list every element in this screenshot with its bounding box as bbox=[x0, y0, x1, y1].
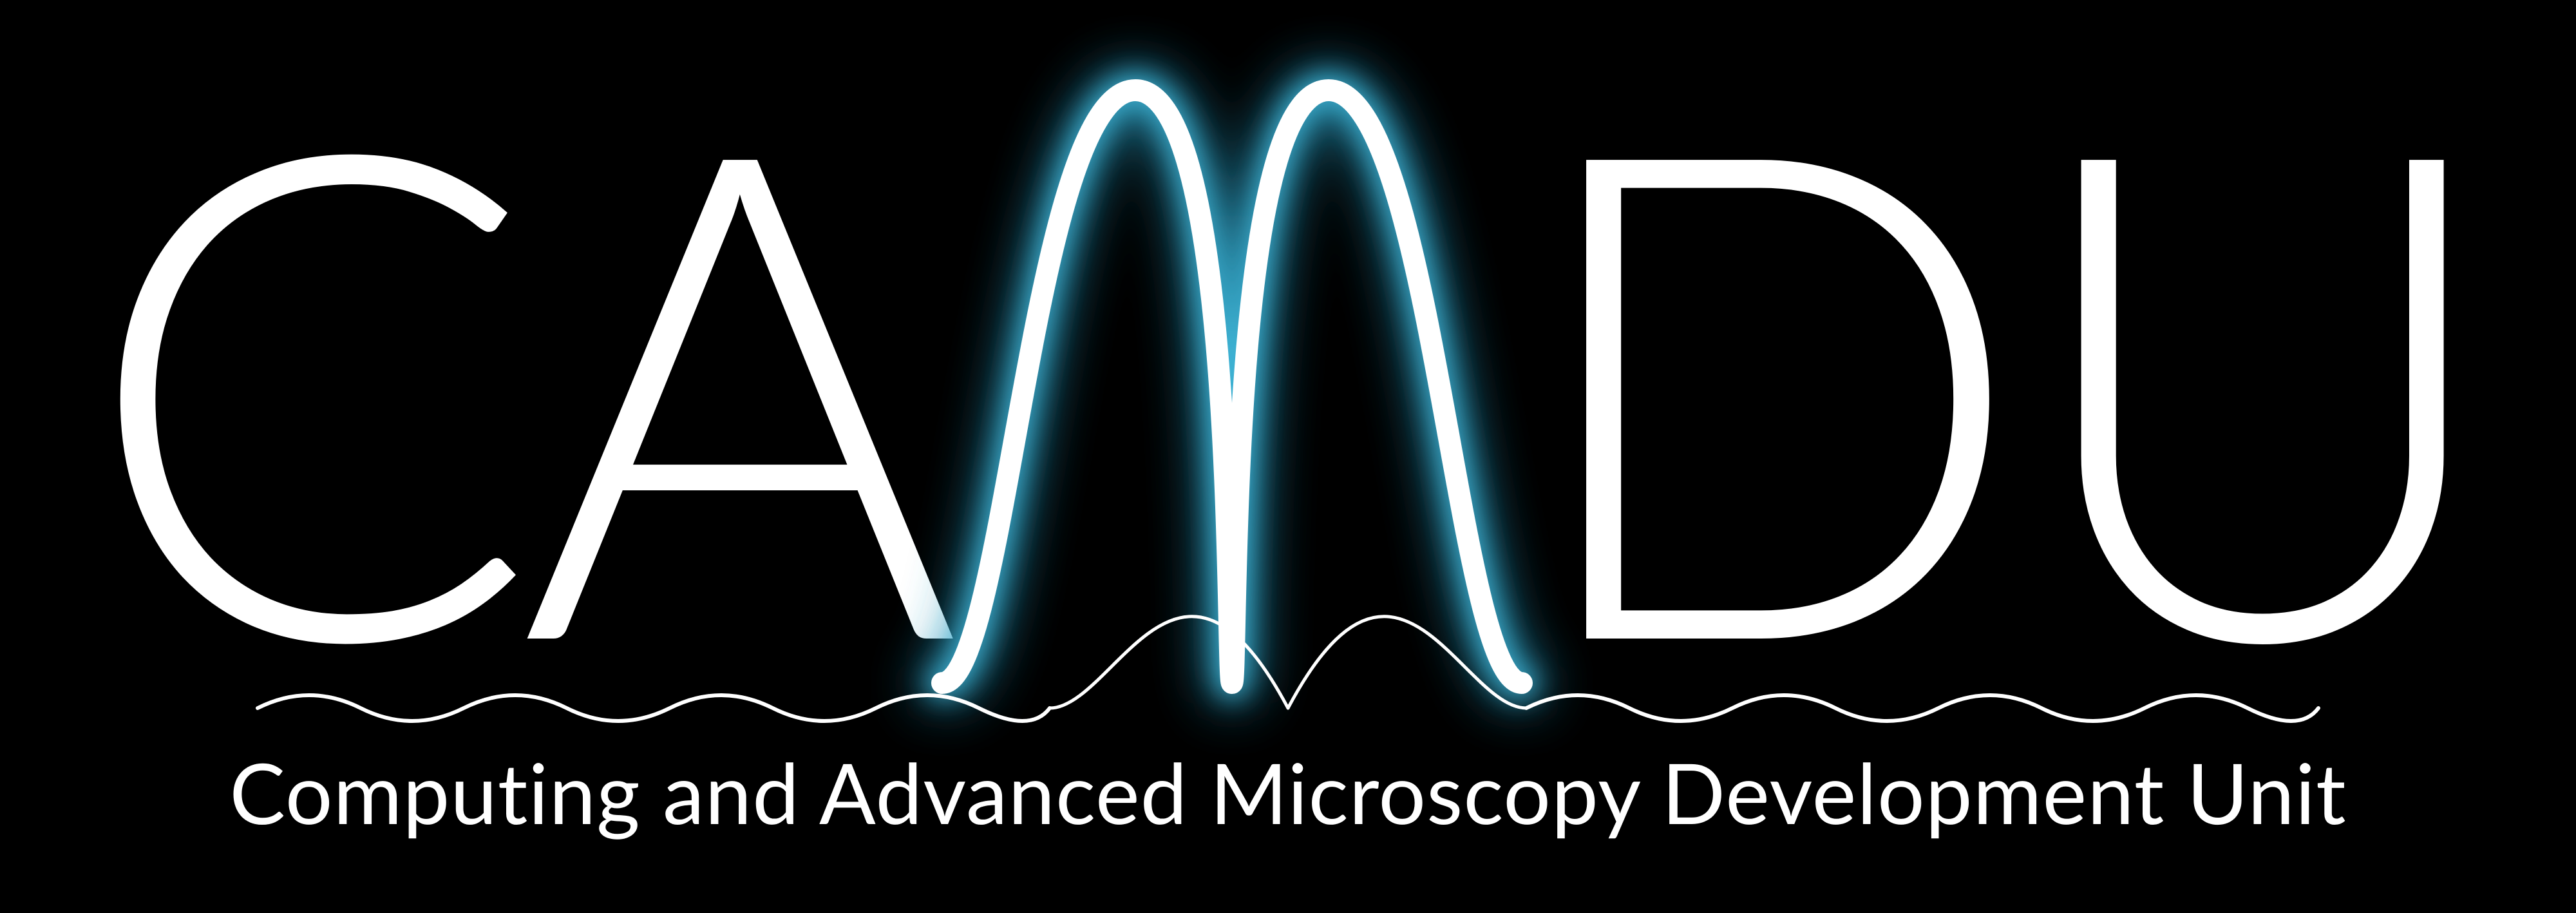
wave-right bbox=[1526, 695, 2318, 721]
logo-subtitle: Computing and Advanced Microscopy Develo… bbox=[0, 742, 2576, 842]
baseline-wave-icon bbox=[258, 644, 2318, 747]
acronym-row: C A bbox=[0, 39, 2576, 715]
acronym-letter-u: U bbox=[2016, 39, 2495, 715]
logo-container: C A bbox=[0, 0, 2576, 913]
acronym-letter-c: C bbox=[80, 39, 525, 715]
wave-left bbox=[258, 695, 1050, 721]
acronym-letter-m bbox=[942, 39, 1522, 715]
